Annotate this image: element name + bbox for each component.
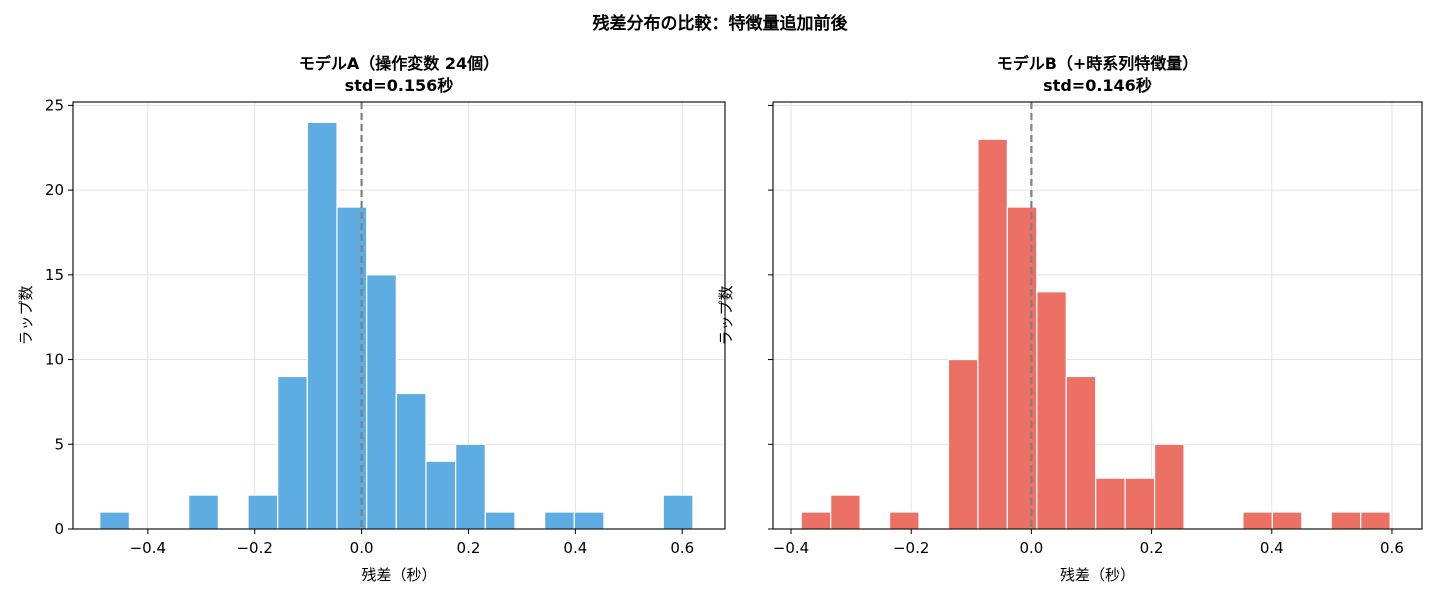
histogram-bar [800, 511, 832, 530]
histogram-bar [830, 494, 861, 530]
x-axis-label: 残差（秒） [1060, 566, 1135, 584]
histogram-bar [247, 494, 279, 530]
panel-a: −0.4 −0.2 0.0 0.2 0.4 0.6 0 5 10 15 20 25 モデルA（操作変数 … [17, 54, 726, 584]
histogram-bar [366, 274, 397, 530]
histogram-bar [1360, 511, 1391, 530]
histogram-bar [977, 138, 1008, 530]
x-tick-label: 0.4 [1260, 539, 1284, 557]
histogram-bar [1330, 511, 1362, 530]
histogram-bar [277, 375, 308, 530]
histogram-bar [484, 511, 516, 530]
histogram-bar [1271, 511, 1303, 530]
histogram-bar [888, 511, 920, 530]
histogram-bar [662, 494, 694, 530]
x-tick-label: 0.2 [1140, 539, 1164, 557]
y-tick-label: 0 [54, 520, 64, 538]
histogram-bar [1065, 375, 1097, 530]
x-tick-label: 0.6 [1380, 539, 1404, 557]
y-tick-label: 20 [45, 181, 64, 199]
histogram-bar [395, 392, 427, 530]
y-tick-label: 25 [45, 96, 64, 114]
panel-subtitle: std=0.156秒 [345, 76, 454, 95]
panel-title: モデルA（操作変数 24個） [299, 54, 499, 73]
histogram-bar [1242, 511, 1273, 530]
x-tick-label: 0.0 [1019, 539, 1043, 557]
axes-frame [772, 101, 1423, 530]
y-tick-label: 15 [45, 266, 64, 284]
y-axis-label: ラップ数 [717, 285, 735, 345]
histogram-bar [455, 443, 486, 530]
histogram-bar [99, 511, 130, 530]
histogram-bar [573, 511, 605, 530]
histogram-bar [1095, 477, 1126, 530]
axes-frame [72, 101, 726, 530]
histogram-bar [425, 460, 457, 530]
x-tick-label: 0.0 [350, 539, 374, 557]
histogram-bar [544, 511, 575, 530]
x-tick-label: 0.2 [457, 539, 481, 557]
histogram-bar [1036, 291, 1067, 530]
y-tick-label: 10 [45, 351, 64, 369]
x-tick-label: 0.4 [563, 539, 587, 557]
panel-b: −0.4 −0.2 0.0 0.2 0.4 0.6 モデルB（+時系列特徴量） std=0.1… [717, 54, 1423, 584]
histogram-bar [1124, 477, 1156, 530]
histogram-bar [1153, 443, 1185, 530]
x-tick-label: −0.4 [130, 539, 166, 557]
panel-title: モデルB（+時系列特徴量） [997, 54, 1199, 73]
histogram-bar [188, 494, 219, 530]
figure-suptitle: 残差分布の比較：特徴量追加前後 [592, 14, 848, 34]
y-axis-label: ラップ数 [17, 285, 35, 345]
x-tick-label: −0.4 [773, 539, 809, 557]
x-tick-label: −0.2 [236, 539, 272, 557]
x-tick-label: −0.2 [893, 539, 929, 557]
x-tick-label: 0.6 [670, 539, 694, 557]
histogram-bar [947, 358, 979, 530]
histogram-bar [306, 121, 338, 530]
y-tick-label: 5 [54, 435, 64, 453]
x-axis-label: 残差（秒） [361, 566, 436, 584]
panel-subtitle: std=0.146秒 [1043, 76, 1152, 95]
